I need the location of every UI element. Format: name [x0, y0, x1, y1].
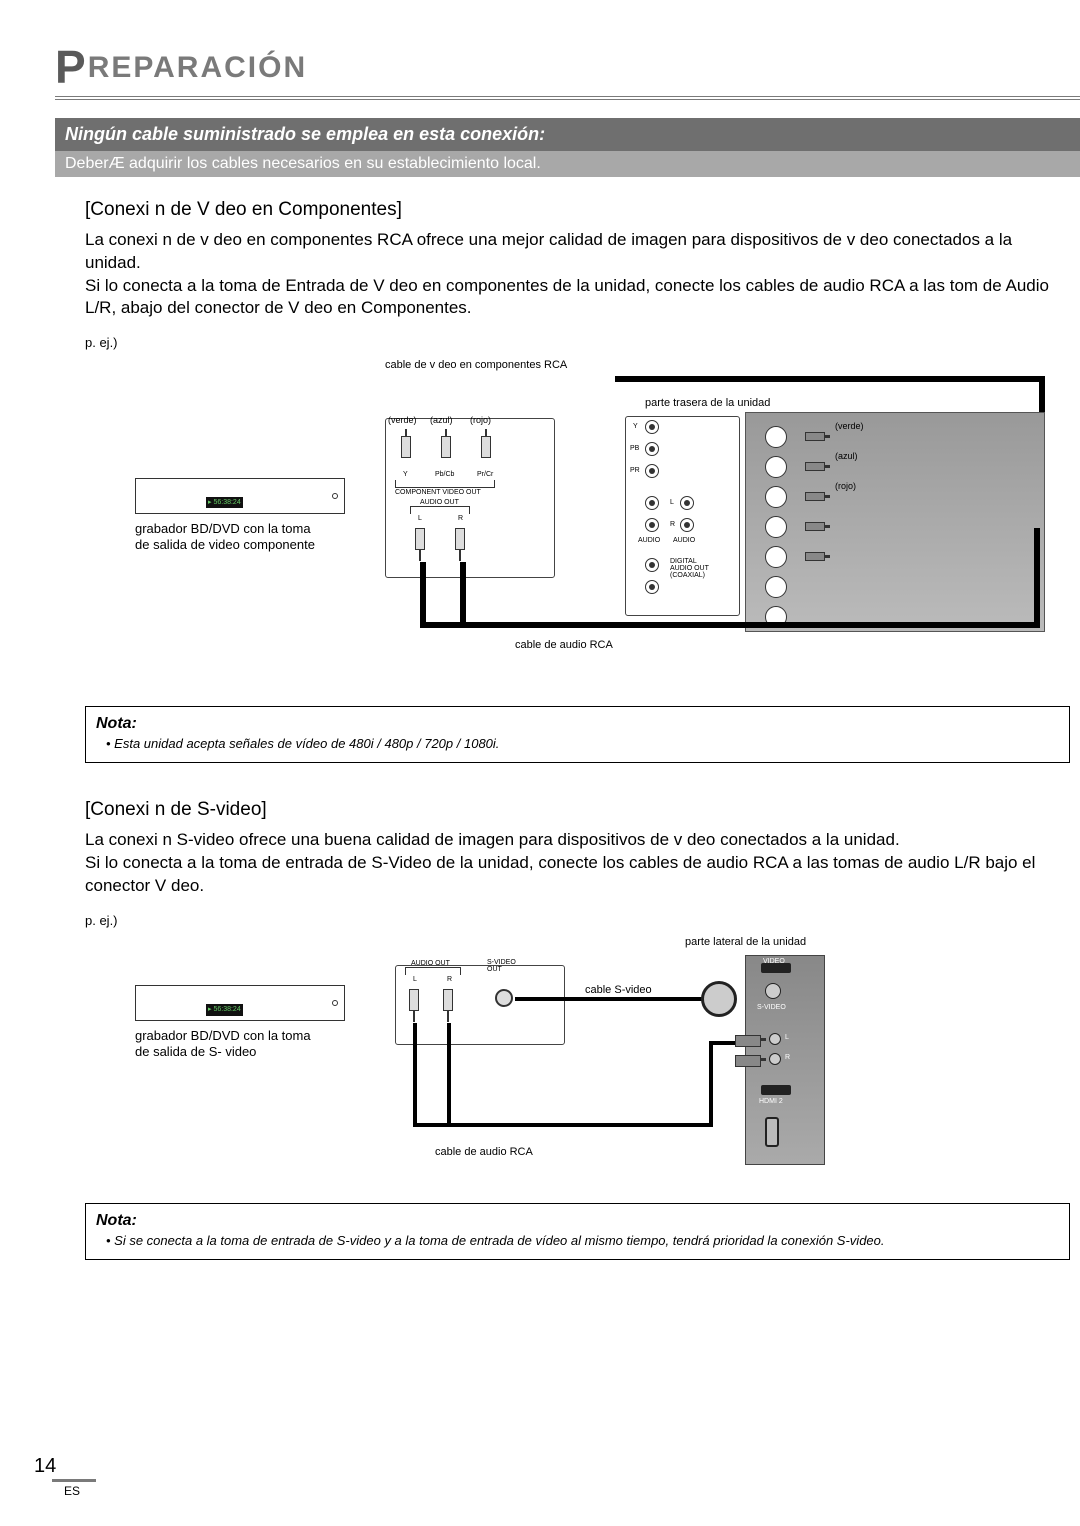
rojo2: (rojo): [835, 480, 856, 492]
svideo-connector-icon: [701, 981, 737, 1017]
component-p1: La conexi n de v deo en componentes RCA …: [85, 229, 1070, 275]
rear-label: parte trasera de la unidad: [645, 396, 770, 411]
page-title: PREPARACIÓN: [55, 40, 1080, 100]
tl: L: [670, 498, 674, 507]
svideo-diagram: parte lateral de la unidad ▸ 56:38:24 gr…: [85, 935, 1070, 1195]
pr-label: Pr/Cr: [477, 470, 493, 479]
rca-y: [401, 436, 411, 458]
tr: R: [670, 520, 675, 529]
rojo-label: (rojo): [470, 414, 491, 426]
azul2: (azul): [835, 450, 858, 462]
dvd-label-1: grabador BD/DVD con la toma: [135, 520, 311, 538]
y-label: Y: [403, 470, 408, 479]
tv-jack-panel: [625, 416, 740, 616]
svideo-section: [Conexi n de S-video] La conexi n S-vide…: [55, 763, 1080, 1260]
dvd-label-2: de salida de video componente: [135, 536, 315, 554]
cable-audio-label-2: cable de audio RCA: [435, 1145, 533, 1160]
rca-l2: [409, 989, 419, 1011]
language-code: ES: [64, 1484, 80, 1498]
component-video-section: [Conexi n de V deo en Componentes] La co…: [55, 177, 1080, 763]
note-box-2: Nota: • Si se conecta a la toma de entra…: [85, 1203, 1070, 1260]
note-box-1: Nota: • Esta unidad acepta señales de ví…: [85, 706, 1070, 763]
svideo-heading: [Conexi n de S-video]: [85, 797, 1070, 823]
rj: R: [785, 1053, 790, 1062]
svideo-p2: Si lo conecta a la toma de entrada de S-…: [85, 852, 1070, 898]
compout-label: COMPONENT VIDEO OUT: [395, 488, 481, 497]
page-number: 14: [34, 1455, 56, 1478]
rca-pb: [441, 436, 451, 458]
rca-r2: [443, 989, 453, 1011]
dvd-recorder: ▸ 56:38:24: [135, 478, 345, 514]
svideo-plug: [495, 989, 513, 1007]
pb-label: Pb/Cb: [435, 470, 454, 479]
l2: L: [413, 975, 417, 984]
rca-pr: [481, 436, 491, 458]
page-number-rule: [52, 1479, 96, 1482]
audioout-label: AUDIO OUT: [420, 498, 459, 507]
svideo-p1: La conexi n S-video ofrece una buena cal…: [85, 829, 1070, 852]
cable-comp-label: cable de v deo en componentes RCA: [385, 358, 567, 373]
r-label: R: [458, 514, 463, 523]
supplied-cable-bar: Ningún cable suministrado se emplea en e…: [55, 118, 1080, 151]
title-dropcap: P: [55, 41, 88, 93]
note-title-2: Nota:: [96, 1210, 1059, 1232]
component-heading: [Conexi n de V deo en Componentes]: [85, 197, 1070, 223]
video-lbl: VIDEO: [763, 957, 785, 966]
dvd-recorder-2: ▸ 56:38:24: [135, 985, 345, 1021]
side-label: parte lateral de la unidad: [685, 935, 806, 950]
rca-l: [415, 528, 425, 550]
example-label-1: p. ej.): [85, 334, 1070, 352]
azul-label: (azul): [430, 414, 453, 426]
verde2: (verde): [835, 420, 864, 432]
lj: L: [785, 1033, 789, 1042]
note-body-1: • Esta unidad acepta señales de vídeo de…: [96, 735, 1059, 753]
svout: S-VIDEO OUT: [487, 959, 516, 973]
cable-audio-label: cable de audio RCA: [515, 638, 613, 653]
component-diagram: cable de v deo en componentes RCA parte …: [85, 358, 1070, 698]
verde-label: (verde): [388, 414, 417, 426]
component-p2: Si lo conecta a la toma de Entrada de V …: [85, 275, 1070, 321]
tpr: PR: [630, 466, 640, 475]
rca-r: [455, 528, 465, 550]
title-rest: REPARACIÓN: [88, 51, 307, 84]
audioout2: AUDIO OUT: [411, 959, 450, 968]
cable-s-label: cable S-video: [585, 983, 652, 998]
tv-rear: [745, 412, 1045, 632]
tpb: PB: [630, 444, 639, 453]
purchase-cable-bar: DeberÆ adquirir los cables necesarios en…: [55, 151, 1080, 177]
r2: R: [447, 975, 452, 984]
note-body-2: • Si se conecta a la toma de entrada de …: [96, 1232, 1059, 1250]
svideo-lbl: S-VIDEO: [757, 1003, 786, 1012]
ty: Y: [633, 422, 638, 431]
l-label: L: [418, 514, 422, 523]
example-label-2: p. ej.): [85, 912, 1070, 930]
tdigital: DIGITAL AUDIO OUT (COAXIAL): [670, 558, 709, 579]
note-title-1: Nota:: [96, 713, 1059, 735]
dvd2-label-2: de salida de S- video: [135, 1043, 256, 1061]
taudio: AUDIO: [638, 536, 660, 545]
dvd2-label-1: grabador BD/DVD con la toma: [135, 1027, 311, 1045]
source-back-2: [395, 965, 565, 1045]
taudio2: AUDIO: [673, 536, 695, 545]
hdmi-lbl: HDMI 2: [759, 1097, 783, 1106]
